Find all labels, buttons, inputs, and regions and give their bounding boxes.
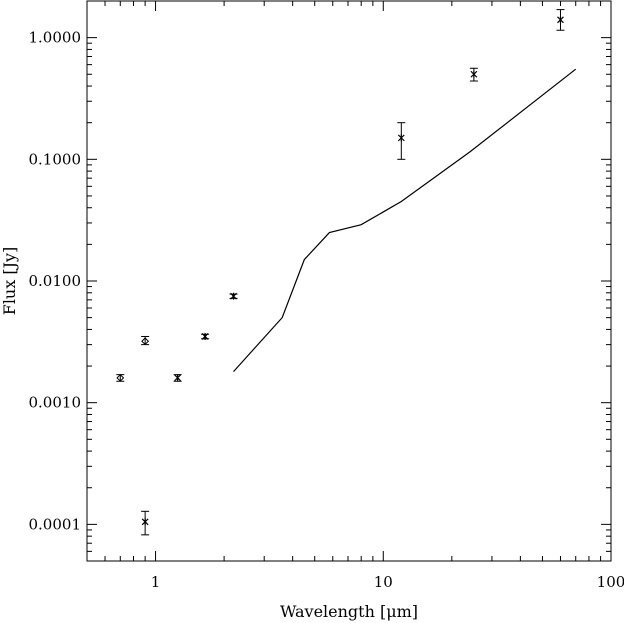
y-axis-ticks: 0.0001 0.0010 0.0100 0.1000 1.0000 — [29, 0, 611, 562]
asterisk-marker — [470, 70, 478, 78]
diamond-marker — [116, 373, 125, 382]
series-layer — [116, 9, 577, 536]
x-tick-label: 10 — [374, 573, 393, 591]
y-axis-title: Flux [Jy] — [0, 247, 19, 316]
x-axis-title: Wavelength [μm] — [280, 602, 418, 621]
asterisk-marker — [201, 332, 209, 340]
y-tick-label: 1.0000 — [29, 29, 82, 47]
x-axis-ticks: 1 10 100 — [86, 1, 624, 591]
y-tick-label: 0.1000 — [29, 150, 82, 168]
y-tick-label: 0.0010 — [29, 394, 82, 412]
asterisk-marker — [557, 16, 564, 24]
asterisk-marker — [174, 374, 182, 382]
asterisk-marker — [397, 134, 405, 142]
diamond-marker — [141, 337, 150, 346]
x-tick-label: 100 — [597, 573, 624, 591]
y-tick-label: 0.0001 — [29, 515, 82, 533]
y-tick-label: 0.0100 — [29, 272, 82, 290]
asterisk-marker — [230, 292, 237, 300]
x-tick-label: 1 — [151, 573, 161, 591]
asterisk-marker — [141, 518, 149, 526]
plot-frame — [86, 0, 612, 562]
model-line — [233, 68, 577, 373]
